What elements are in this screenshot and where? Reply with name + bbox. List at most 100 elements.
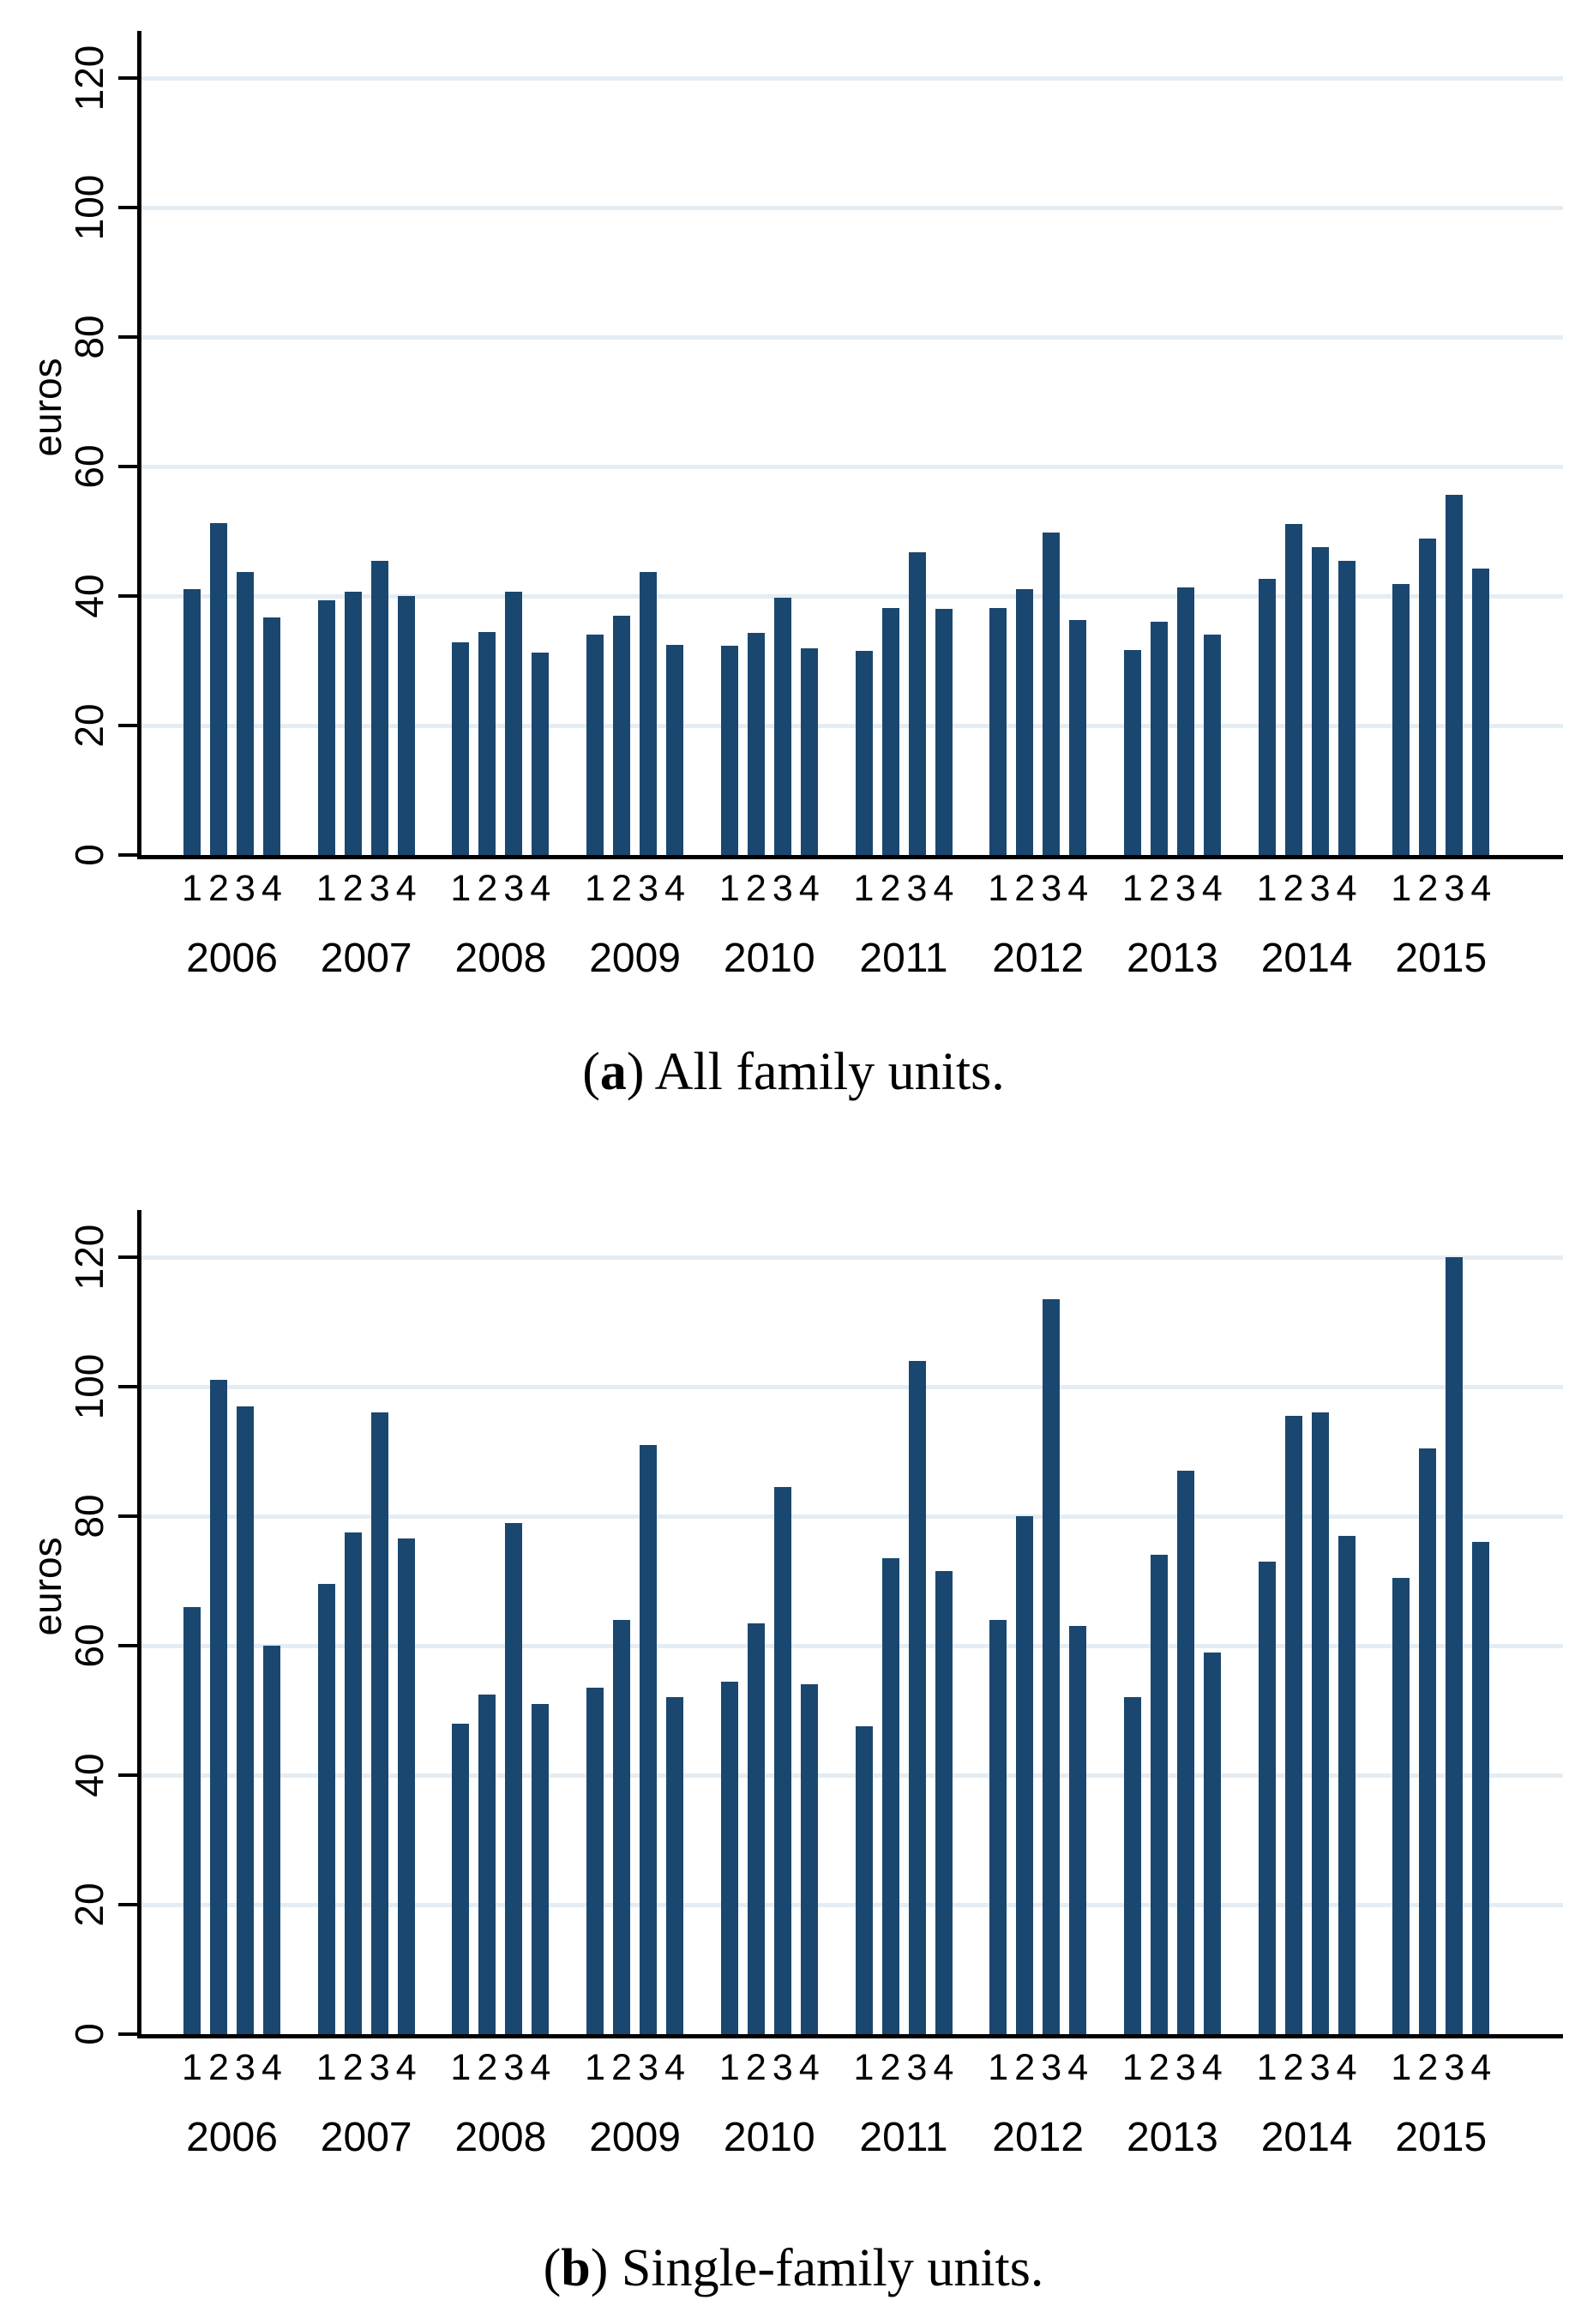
bar-2006-q1 bbox=[183, 1606, 201, 2034]
x-quarter-label-2014-q2: 2 bbox=[1283, 868, 1304, 909]
bar-2013-q4 bbox=[1203, 1652, 1221, 2034]
bar-2008-q1 bbox=[452, 642, 470, 855]
x-quarter-label-2008-q3: 3 bbox=[503, 868, 525, 909]
bar-2014-q2 bbox=[1284, 1415, 1302, 2034]
bar-2012-q1 bbox=[989, 1619, 1007, 2034]
x-quarter-label-2014-q3: 3 bbox=[1309, 868, 1331, 909]
bar-2011-q4 bbox=[935, 609, 953, 855]
x-quarter-label-2007-q1: 1 bbox=[316, 2047, 337, 2088]
gridline-20 bbox=[141, 1903, 1563, 1907]
x-quarter-label-2012-q4: 4 bbox=[1067, 868, 1089, 909]
x-quarter-label-2015-q4: 4 bbox=[1470, 2047, 1492, 2088]
y-axis-title: euros bbox=[25, 1537, 69, 1636]
x-quarter-label-2007-q3: 3 bbox=[369, 868, 390, 909]
caption-letter: a bbox=[599, 1043, 627, 1101]
x-quarter-label-2013-q2: 2 bbox=[1148, 2047, 1169, 2088]
y-tick-label-40: 40 bbox=[67, 1753, 111, 1797]
gridline-80 bbox=[141, 335, 1563, 340]
bar-2013-q1 bbox=[1123, 1697, 1141, 2034]
x-quarter-label-2009-q3: 3 bbox=[638, 868, 659, 909]
x-quarter-label-2012-q4: 4 bbox=[1067, 2047, 1089, 2088]
bar-2012-q2 bbox=[1016, 588, 1034, 855]
bar-2007-q3 bbox=[370, 1412, 388, 2034]
y-tick-40 bbox=[118, 1773, 137, 1777]
bar-2006-q2 bbox=[210, 1380, 227, 2034]
bar-2007-q2 bbox=[344, 591, 362, 855]
bar-2015-q4 bbox=[1472, 568, 1490, 855]
x-year-label-2013: 2013 bbox=[1127, 2115, 1218, 2160]
x-quarter-label-2015-q1: 1 bbox=[1391, 868, 1412, 909]
caption-paren-close: ) bbox=[626, 1043, 645, 1101]
x-quarter-label-2009-q4: 4 bbox=[664, 2047, 686, 2088]
x-quarter-label-2006-q3: 3 bbox=[235, 2047, 255, 2088]
bar-2012-q4 bbox=[1069, 619, 1087, 855]
bar-2008-q1 bbox=[452, 1723, 470, 2034]
bar-chart-all-family-units: 0 20 40 60 80 100 120 euros 1 2 3 4 2006 1 2 3 4 2007 1 2 3 4… bbox=[0, 0, 1587, 1003]
x-quarter-label-2014-q1: 1 bbox=[1256, 2047, 1277, 2088]
gridline-100 bbox=[141, 206, 1563, 210]
x-quarter-label-2008-q1: 1 bbox=[450, 2047, 472, 2088]
x-year-label-2011: 2011 bbox=[859, 936, 948, 981]
bar-2006-q3 bbox=[237, 572, 254, 855]
x-quarter-label-2006-q2: 2 bbox=[208, 868, 229, 909]
caption-paren-open: ( bbox=[582, 1043, 600, 1101]
bar-2012-q3 bbox=[1043, 1299, 1061, 2034]
gridline-120 bbox=[141, 76, 1563, 81]
x-quarter-label-2013-q3: 3 bbox=[1175, 868, 1196, 909]
bar-2015-q2 bbox=[1419, 538, 1437, 855]
y-tick-label-0: 0 bbox=[67, 844, 111, 866]
x-quarter-label-2015-q4: 4 bbox=[1470, 868, 1492, 909]
bar-2011-q1 bbox=[855, 651, 873, 855]
bar-2010-q3 bbox=[773, 1487, 791, 2034]
bar-2011-q3 bbox=[908, 552, 926, 855]
bar-2013-q4 bbox=[1203, 635, 1221, 855]
y-tick-40 bbox=[118, 594, 137, 598]
bar-2015-q2 bbox=[1419, 1448, 1437, 2034]
bar-chart-single-family-units: 0 20 40 60 80 100 120 euros 1 2 3 4 2006 1 2 3 4 2007 1 2 3 4… bbox=[0, 1179, 1587, 2183]
x-quarter-label-2007-q2: 2 bbox=[342, 868, 364, 909]
x-quarter-label-2008-q2: 2 bbox=[477, 2047, 498, 2088]
bar-2009-q1 bbox=[586, 635, 604, 855]
x-quarter-label-2009-q2: 2 bbox=[611, 868, 633, 909]
x-quarter-label-2012-q1: 1 bbox=[988, 2047, 1009, 2088]
y-tick-60 bbox=[118, 1644, 137, 1647]
x-quarter-label-2006-q4: 4 bbox=[261, 868, 282, 909]
x-quarter-label-2015-q2: 2 bbox=[1417, 868, 1439, 909]
bar-2008-q4 bbox=[532, 653, 550, 855]
bar-2010-q2 bbox=[747, 633, 765, 855]
bar-2008-q3 bbox=[505, 1522, 523, 2034]
gridline-100 bbox=[141, 1385, 1563, 1389]
bar-2012-q1 bbox=[989, 607, 1007, 855]
bar-2015-q1 bbox=[1392, 583, 1410, 855]
x-year-label-2011: 2011 bbox=[859, 2115, 948, 2160]
bar-2012-q2 bbox=[1016, 1516, 1034, 2034]
bar-2011-q2 bbox=[881, 1558, 899, 2034]
bar-2011-q4 bbox=[935, 1571, 953, 2034]
x-quarter-label-2010-q2: 2 bbox=[745, 2047, 766, 2088]
bar-2014-q4 bbox=[1338, 561, 1356, 855]
y-tick-120 bbox=[118, 76, 137, 80]
bar-2006-q4 bbox=[263, 617, 280, 855]
gridline-60 bbox=[141, 1644, 1563, 1648]
bar-2013-q1 bbox=[1123, 649, 1141, 855]
x-quarter-label-2013-q4: 4 bbox=[1201, 868, 1223, 909]
x-quarter-label-2011-q2: 2 bbox=[880, 2047, 901, 2088]
bar-2013-q3 bbox=[1176, 587, 1194, 855]
x-quarter-label-2015-q3: 3 bbox=[1444, 868, 1465, 909]
bar-2012-q3 bbox=[1043, 533, 1061, 855]
x-year-label-2013: 2013 bbox=[1127, 936, 1218, 981]
x-quarter-label-2007-q2: 2 bbox=[342, 2047, 364, 2088]
x-quarter-label-2006-q2: 2 bbox=[208, 2047, 229, 2088]
caption-paren-close: ) bbox=[590, 2239, 609, 2297]
x-quarter-label-2013-q1: 1 bbox=[1121, 2047, 1143, 2088]
y-tick-80 bbox=[118, 335, 137, 339]
bar-2013-q2 bbox=[1150, 622, 1168, 855]
y-axis-line bbox=[137, 1210, 141, 2038]
bar-2011-q3 bbox=[908, 1360, 926, 2034]
gridline-80 bbox=[141, 1514, 1563, 1519]
gridline-20 bbox=[141, 724, 1563, 728]
bar-2008-q2 bbox=[478, 632, 496, 855]
y-tick-label-40: 40 bbox=[67, 574, 111, 618]
x-year-label-2010: 2010 bbox=[723, 2115, 815, 2160]
